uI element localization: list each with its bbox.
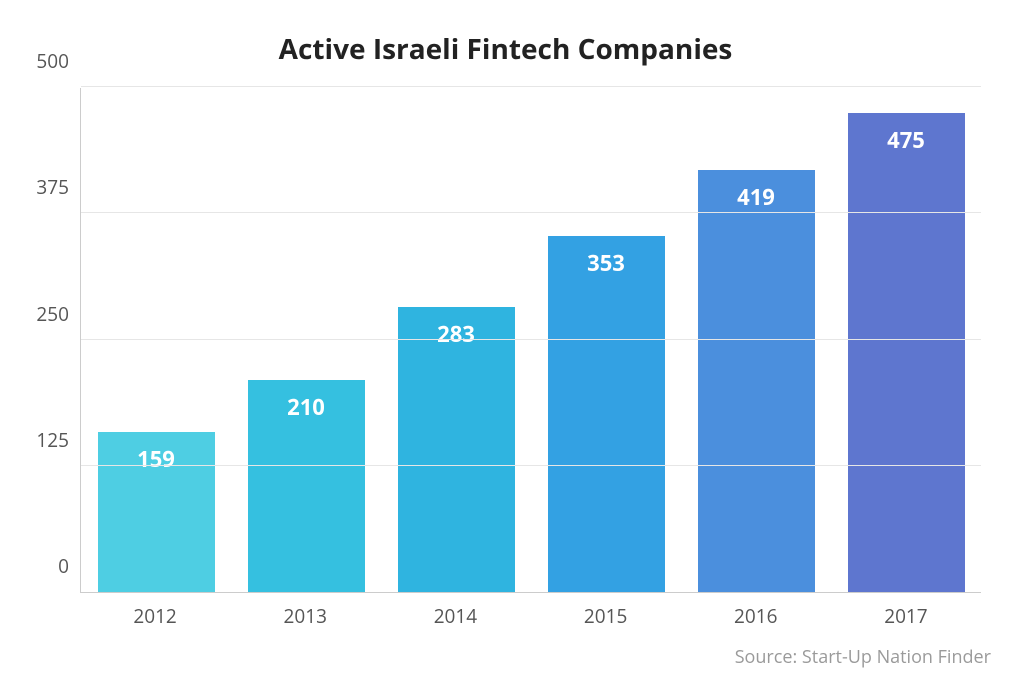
- y-tick-label: 500: [36, 48, 81, 74]
- bar-slot: 159: [81, 88, 231, 592]
- chart-title: Active Israeli Fintech Companies: [20, 30, 991, 68]
- bar-value-label: 419: [737, 182, 775, 212]
- x-tick-label: 2016: [681, 603, 831, 629]
- x-tick-label: 2012: [80, 603, 230, 629]
- x-tick-label: 2015: [531, 603, 681, 629]
- y-tick-label: 0: [58, 553, 81, 579]
- x-tick-label: 2013: [230, 603, 380, 629]
- y-tick-label: 375: [36, 174, 81, 200]
- y-tick-label: 125: [36, 427, 81, 453]
- y-tick-label: 250: [36, 301, 81, 327]
- bar-slot: 210: [231, 88, 381, 592]
- bar: 210: [248, 380, 365, 592]
- plot-area: 159210283353419475 0125250375500 2012201…: [80, 88, 981, 629]
- bar-value-label: 159: [137, 444, 175, 474]
- bar: 159: [98, 432, 215, 592]
- x-tick-label: 2014: [380, 603, 530, 629]
- bar: 353: [548, 236, 665, 592]
- chart-container: Active Israeli Fintech Companies 159 210 2…: [0, 0, 1021, 683]
- grid-area: 159210283353419475 0125250375500: [80, 88, 981, 593]
- gridline: [81, 212, 981, 213]
- x-axis-ticks: 201220132014201520162017: [80, 603, 981, 629]
- x-tick-label: 2017: [831, 603, 981, 629]
- gridline: [81, 339, 981, 340]
- bar-slot: 475: [831, 88, 981, 592]
- bar: 419: [698, 170, 815, 592]
- bar-slot: 353: [531, 88, 681, 592]
- bar-value-label: 210: [287, 392, 325, 422]
- bar-slot: 419: [681, 88, 831, 592]
- bar-value-label: 475: [887, 125, 925, 155]
- bars-container: 159 210 283 353 419 475: [81, 88, 981, 592]
- bar-value-label: 353: [587, 248, 625, 278]
- bar: 475: [848, 113, 965, 592]
- bar-value-label: 283: [437, 319, 475, 349]
- bar-slot: 283: [381, 88, 531, 592]
- bar: 283: [398, 307, 515, 592]
- gridline: [81, 465, 981, 466]
- source-attribution: Source: Start-Up Nation Finder: [735, 645, 991, 669]
- gridline: [81, 86, 981, 87]
